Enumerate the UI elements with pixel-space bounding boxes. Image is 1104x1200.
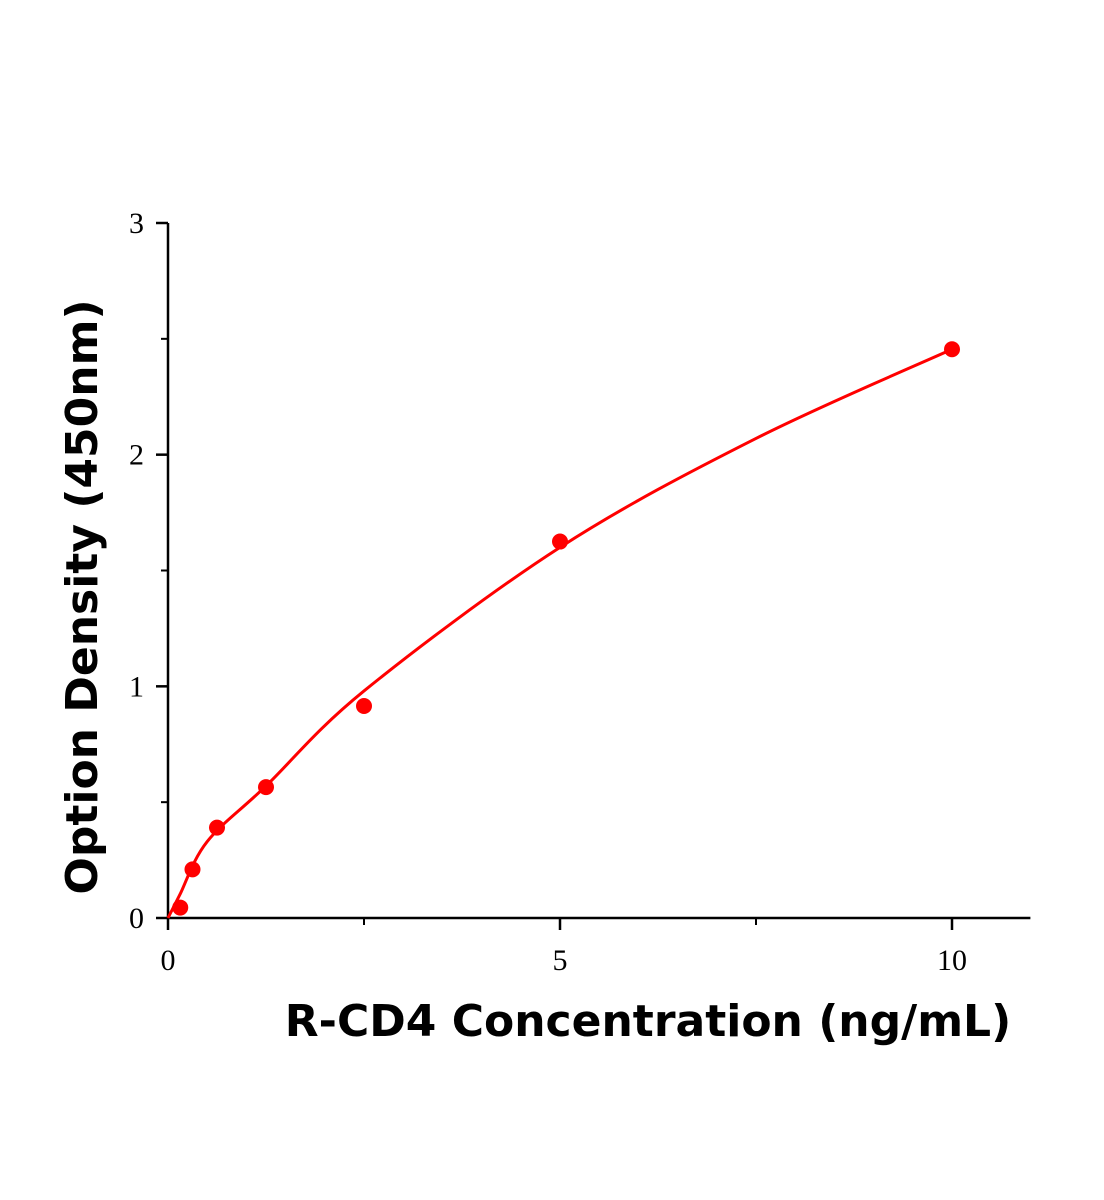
x-tick-label: 5: [553, 944, 568, 977]
y-axis-title: Option Density (450nm): [57, 299, 108, 894]
data-point: [356, 698, 372, 715]
data-point: [172, 899, 189, 916]
x-tick-label: 0: [161, 944, 176, 977]
x-axis-title: R-CD4 Concentration (ng/mL): [285, 996, 1011, 1047]
axes: 0 5 10 0 1 2 3: [129, 207, 1031, 977]
data-point: [209, 819, 225, 836]
y-tick-label: 3: [129, 207, 144, 240]
fit-curve: [166, 347, 953, 919]
y-tick-label: 0: [129, 902, 144, 935]
x-tick-label: 10: [937, 944, 967, 977]
data-points: [172, 341, 960, 916]
data-point: [184, 861, 201, 878]
y-tick-label: 1: [129, 670, 144, 703]
fit-curve-group: [166, 347, 953, 919]
data-point: [258, 779, 274, 796]
data-point: [552, 533, 568, 550]
data-point: [944, 341, 960, 358]
y-tick-label: 2: [129, 439, 144, 472]
